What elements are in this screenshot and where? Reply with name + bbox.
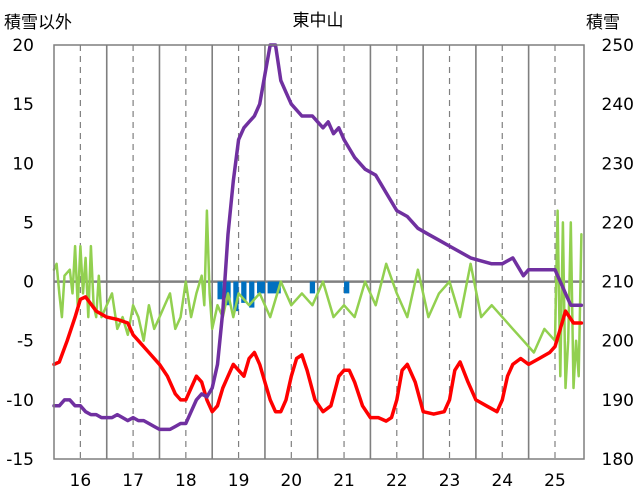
chart-title: 東中山 — [293, 11, 344, 31]
series-line-temperature — [52, 295, 584, 423]
right-tick-label: 220 — [602, 213, 634, 233]
frame-layer — [53, 44, 585, 460]
right-tick-label: 240 — [602, 95, 634, 115]
right-tick-label: 200 — [602, 332, 634, 352]
left-tick-label: -10 — [6, 391, 34, 411]
snowfall-bar-7 — [309, 281, 316, 294]
x-tick-label: 22 — [386, 471, 408, 491]
snowfall-bar-4 — [249, 281, 255, 308]
left-tick-label: 20 — [12, 36, 34, 56]
x-tick-label: 17 — [122, 471, 144, 491]
x-tick-label: 19 — [228, 471, 250, 491]
snowfall-bar-6 — [267, 281, 281, 294]
snowfall-bar-0 — [217, 281, 223, 300]
series-line-snow-depth — [52, 43, 584, 432]
left-tick-label: 15 — [12, 95, 34, 115]
right-axis-label: 積雪 — [586, 13, 620, 33]
left-tick-label: 10 — [12, 154, 34, 174]
left-tick-label: -5 — [17, 332, 34, 352]
snowfall-bar-8 — [344, 281, 350, 294]
series-layer — [52, 43, 584, 432]
labels-layer: 積雪以外 東中山 積雪 20 15 10 5 0 -5 -10 -15 250 240 230 220… — [4, 11, 634, 491]
plot-frame — [53, 44, 585, 460]
x-tick-label: 23 — [439, 471, 461, 491]
x-tick-label: 21 — [333, 471, 355, 491]
right-tick-label: 180 — [602, 450, 634, 470]
right-tick-label: 190 — [602, 391, 634, 411]
x-tick-label: 18 — [175, 471, 197, 491]
right-tick-label: 210 — [602, 273, 634, 293]
right-tick-label: 250 — [602, 36, 634, 56]
left-axis-label: 積雪以外 — [4, 13, 72, 33]
x-tick-label: 24 — [491, 471, 513, 491]
x-tick-label: 20 — [280, 471, 302, 491]
left-tick-label: 0 — [23, 273, 34, 293]
right-tick-label: 230 — [602, 154, 634, 174]
snowfall-bar-5 — [257, 281, 265, 294]
left-tick-label: -15 — [6, 450, 34, 470]
left-tick-label: 5 — [23, 213, 34, 233]
x-tick-label: 25 — [544, 471, 566, 491]
snowfall-bar-2 — [233, 281, 239, 312]
snowfall-bar-3 — [241, 281, 247, 303]
x-tick-label: 16 — [70, 471, 92, 491]
